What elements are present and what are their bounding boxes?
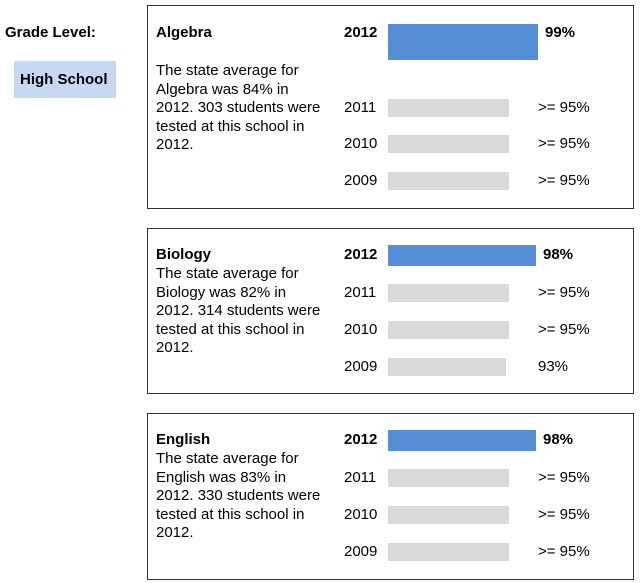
value-label: >= 95% xyxy=(538,284,590,301)
year-label: 2011 xyxy=(344,99,377,116)
year-label: 2010 xyxy=(344,321,378,338)
value-label: 98% xyxy=(543,246,574,263)
subject-description: The state average for Biology was 82% in… xyxy=(156,265,321,356)
value-bar xyxy=(388,284,509,302)
value-bar xyxy=(388,469,509,487)
subject-panel-algebra: Algebra The state average for Algebra was… xyxy=(147,5,634,209)
year-label: 2010 xyxy=(344,506,378,523)
year-label: 2009 xyxy=(344,172,378,189)
year-label: 2010 xyxy=(344,135,378,152)
subject-title: English xyxy=(156,431,211,448)
year-label: 2012 xyxy=(344,431,378,448)
year-label: 2011 xyxy=(344,284,377,301)
subject-panel-biology: Biology The state average for Biology was… xyxy=(147,228,634,394)
value-bar xyxy=(388,99,509,117)
year-label: 2009 xyxy=(344,543,378,560)
value-bar xyxy=(388,430,536,451)
value-label: >= 95% xyxy=(538,543,590,560)
subject-description: The state average for English was 83% in… xyxy=(156,450,321,541)
year-label: 2012 xyxy=(344,246,378,263)
value-bar xyxy=(388,24,538,60)
value-bar xyxy=(388,245,536,266)
value-bar xyxy=(388,135,509,153)
grade-level-label: Grade Level: xyxy=(5,24,96,41)
value-bar xyxy=(388,358,506,376)
subject-title: Algebra xyxy=(156,24,212,41)
value-bar xyxy=(388,543,509,561)
subject-panel-english: English The state average for English was… xyxy=(147,413,634,580)
value-bar xyxy=(388,321,509,339)
year-label: 2011 xyxy=(344,469,377,486)
value-label: >= 95% xyxy=(538,506,590,523)
subject-title: Biology xyxy=(156,246,211,263)
value-label: 99% xyxy=(545,24,576,41)
subject-description: The state average for Algebra was 84% in… xyxy=(156,62,321,153)
value-label: >= 95% xyxy=(538,321,590,338)
value-label: >= 95% xyxy=(538,99,590,116)
year-label: 2012 xyxy=(344,24,378,41)
year-label: 2009 xyxy=(344,358,378,375)
value-label: 98% xyxy=(543,431,574,448)
value-label: >= 95% xyxy=(538,135,590,152)
value-label: 93% xyxy=(538,358,569,375)
grade-level-value[interactable]: High School xyxy=(14,61,116,98)
value-label: >= 95% xyxy=(538,172,590,189)
value-bar xyxy=(388,172,509,190)
value-label: >= 95% xyxy=(538,469,590,486)
value-bar xyxy=(388,506,509,524)
